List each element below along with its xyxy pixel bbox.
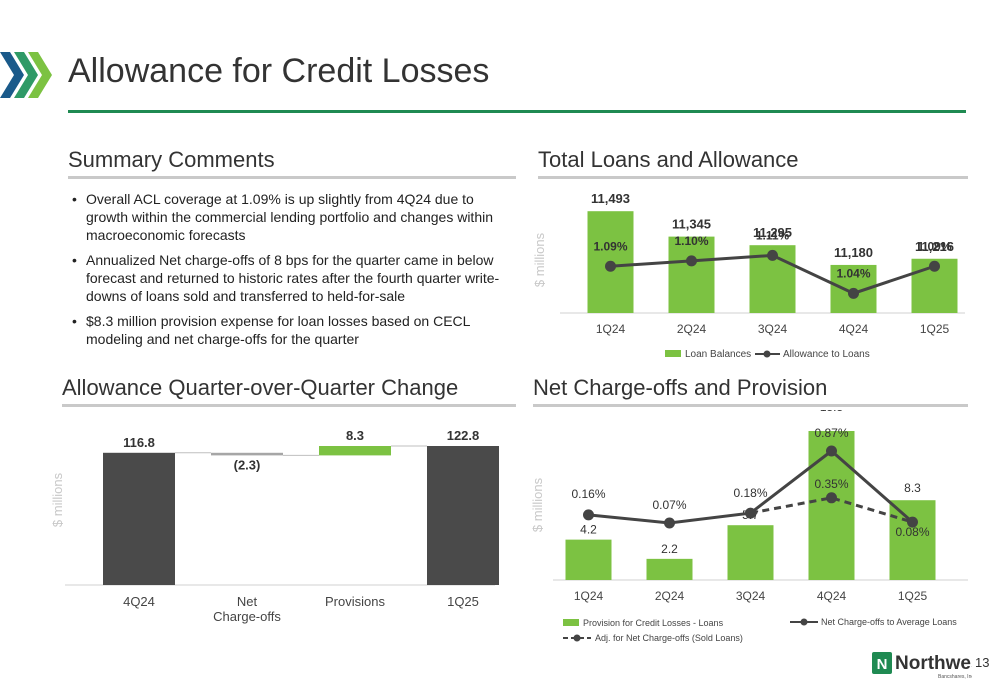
x-tick-label: 2Q24 <box>677 322 707 336</box>
provision-bar <box>889 500 936 580</box>
bar-value-label: 11,216 <box>915 239 954 254</box>
chargeoff-point <box>907 516 918 528</box>
total-bar <box>427 446 499 585</box>
x-tick-label: 4Q24 <box>817 589 847 603</box>
provision-bar <box>727 525 774 580</box>
x-tick-label: 1Q25 <box>920 322 950 336</box>
x-tick-label: 1Q25 <box>447 594 479 609</box>
brand-arrows-icon <box>0 52 52 98</box>
chargeoff-value-label: 0.16% <box>571 487 605 501</box>
x-tick-label: Charge-offs <box>213 609 281 624</box>
allowance-point <box>929 260 940 272</box>
bar-value-label: 11,493 <box>591 191 630 206</box>
x-tick-label: 1Q25 <box>898 589 928 603</box>
chargeoff-value-label: 0.18% <box>733 486 767 500</box>
legend-label: Loan Balances <box>685 349 751 360</box>
allowance-point <box>848 287 859 299</box>
x-tick-label: Net <box>237 594 258 609</box>
summary-divider <box>68 176 516 179</box>
chargeoffs-chart-divider <box>533 404 968 407</box>
logo-name: Northwest <box>895 653 972 674</box>
change-bar <box>211 452 283 456</box>
chargeoff-point <box>664 517 675 529</box>
provision-bar <box>565 539 612 580</box>
summary-bullet: $8.3 million provision expense for loan … <box>72 312 502 348</box>
y-axis-label: $ millions <box>530 477 545 532</box>
summary-heading: Summary Comments <box>68 147 275 172</box>
chargeoff-value-label: 0.87% <box>814 426 848 440</box>
legend-swatch-bar <box>563 619 579 626</box>
legend-label: Adj. for Net Charge-offs (Sold Loans) <box>595 633 743 643</box>
x-tick-label: 3Q24 <box>758 322 788 336</box>
x-tick-label: 3Q24 <box>736 589 766 603</box>
chargeoff-point <box>583 509 594 521</box>
allowance-value-label: 1.10% <box>674 234 708 248</box>
allowance-point <box>605 260 616 272</box>
adjusted-value-label: 0.35% <box>814 477 848 491</box>
bar-value-label: 8.3 <box>904 481 921 495</box>
chargeoff-value-label: 0.08% <box>895 525 929 539</box>
logo-letter: N <box>877 656 888 673</box>
provision-bar <box>646 558 693 580</box>
legend-swatch-point <box>763 350 771 358</box>
y-axis-label: $ millions <box>532 232 547 287</box>
allowance-point <box>767 249 778 261</box>
logo-mark-icon <box>872 652 892 674</box>
legend-label: Allowance to Loans <box>783 349 870 360</box>
northwest-logo: N Northwest Bancshares, Inc. <box>872 652 972 680</box>
summary-bullet: Annualized Net charge-offs of 8 bps for … <box>72 251 502 305</box>
bar-value-label: 4.2 <box>580 523 597 537</box>
x-tick-label: 1Q24 <box>574 589 604 603</box>
allowance-value-label: 1.09% <box>917 239 951 253</box>
chargeoff-point <box>745 507 756 519</box>
total-loans-chart: $ millions 11,493 1Q24 11,345 2Q24 11,295 3Q24… <box>532 191 965 360</box>
allowance-value-label: 1.11% <box>756 228 790 242</box>
total-bar <box>103 452 175 585</box>
adjusted-point <box>826 492 837 504</box>
logo-subtitle: Bancshares, Inc. <box>938 674 972 680</box>
chargeoff-point <box>826 445 837 457</box>
bar-value-label: 11,295 <box>753 225 792 240</box>
bar-value-label: 11,345 <box>672 217 711 232</box>
page-title: Allowance for Credit Losses <box>68 52 490 90</box>
allowance-point <box>686 255 697 267</box>
bar-value-label: 15.5 <box>820 410 844 414</box>
bar-value-label: (2.3) <box>234 457 261 472</box>
title-divider <box>68 110 966 113</box>
legend-label: Net Charge-offs to Average Loans <box>821 617 957 627</box>
x-tick-label: 4Q24 <box>123 594 155 609</box>
bar-value-label: 116.8 <box>123 435 155 450</box>
loans-chart-heading: Total Loans and Allowance <box>538 147 799 172</box>
legend-label: Provision for Credit Losses - Loans <box>583 618 724 628</box>
net-chargeoffs-chart: $ millions4.21Q242.22Q245.73Q2415.54Q248… <box>530 410 968 643</box>
loan-balance-bar <box>668 236 715 313</box>
x-tick-label: Provisions <box>325 594 385 609</box>
legend-swatch-bar <box>665 350 681 357</box>
legend-swatch-point <box>573 634 581 642</box>
x-tick-label: 2Q24 <box>655 589 685 603</box>
legend-swatch-point <box>800 618 808 626</box>
summary-bullet: Overall ACL coverage at 1.09% is up slig… <box>72 190 502 244</box>
bar-value-label: 11,180 <box>834 245 873 260</box>
bar-value-label: 122.8 <box>447 428 480 443</box>
chargeoffs-chart-heading: Net Charge-offs and Provision <box>533 375 828 400</box>
x-tick-label: 4Q24 <box>839 322 869 336</box>
allowance-chart-divider <box>62 404 516 407</box>
page-number: 13 <box>975 655 990 670</box>
change-bar <box>319 446 391 456</box>
loans-chart-divider <box>538 176 968 179</box>
allowance-value-label: 1.04% <box>836 266 870 280</box>
adjusted-chargeoff-line <box>750 496 913 524</box>
bar-value-label: 2.2 <box>661 542 678 556</box>
y-axis-label: $ millions <box>50 472 65 527</box>
x-tick-label: 1Q24 <box>596 322 626 336</box>
chargeoff-value-label: 0.07% <box>652 498 686 512</box>
bar-value-label: 8.3 <box>346 428 364 443</box>
allowance-value-label: 1.09% <box>593 239 627 253</box>
allowance-chart-heading: Allowance Quarter-over-Quarter Change <box>62 375 459 400</box>
summary-list: Overall ACL coverage at 1.09% is up slig… <box>72 190 502 355</box>
